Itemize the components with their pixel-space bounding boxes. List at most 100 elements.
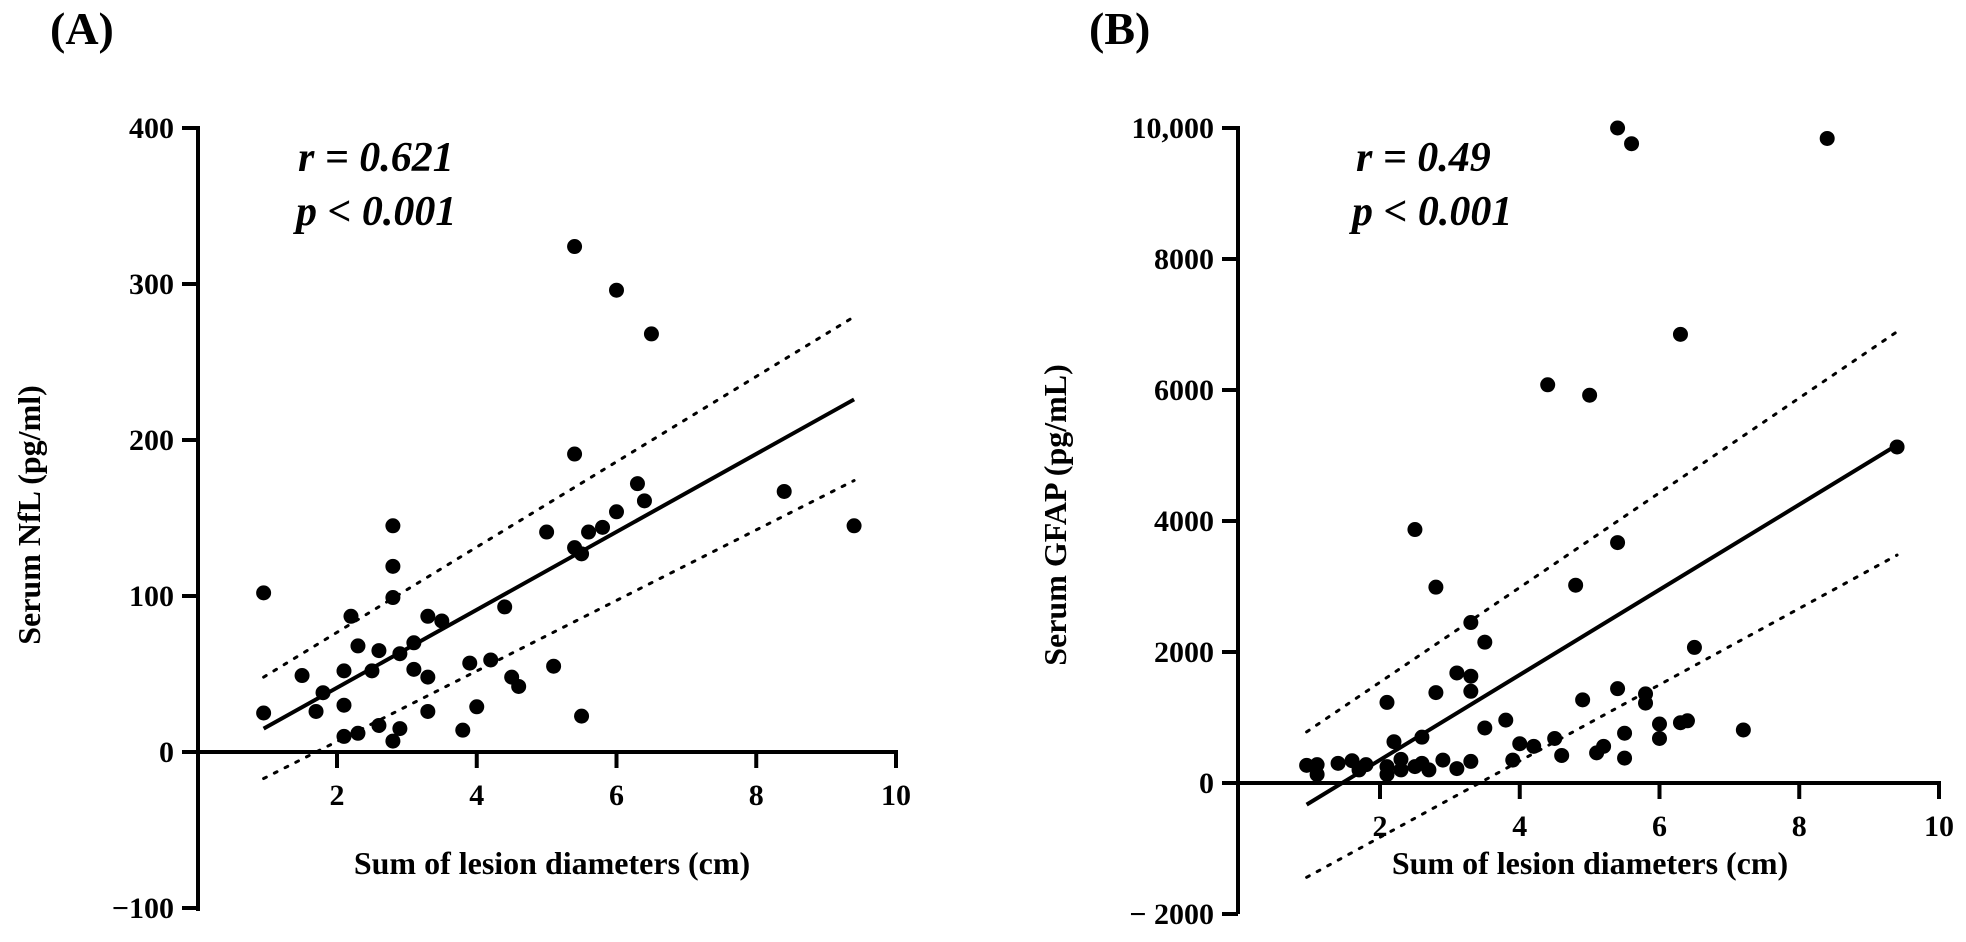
panel-b-data-point	[1498, 712, 1514, 728]
panel-a-y-tick-label: 300	[129, 268, 174, 301]
panel-a-data-point	[462, 655, 478, 671]
panel-a-x-tick-label: 8	[749, 779, 764, 812]
panel-a-data-point	[574, 546, 590, 562]
panel-b-data-point	[1449, 761, 1465, 777]
panel-b-data-point	[1393, 762, 1409, 778]
panel-b-data-point	[1526, 738, 1542, 754]
panel-a-data-point	[595, 519, 611, 535]
panel-b-r-value: r = 0.49	[1356, 135, 1491, 181]
panel-b-data-point	[1679, 713, 1695, 729]
panel-a-data-point	[343, 608, 359, 624]
panel-a-data-point	[371, 717, 387, 733]
panel-a-data-point	[315, 685, 331, 701]
panel-a-y-tick-label: −100	[112, 892, 174, 925]
panel-a-data-point	[574, 708, 590, 724]
panel-a-data-point	[511, 678, 527, 694]
panel-b-data-point	[1463, 753, 1479, 769]
panel-a-data-point	[294, 668, 310, 684]
panel-b-x-axis-title: Sum of lesion diameters (cm)	[1392, 845, 1788, 881]
panel-a-x-tick-label: 6	[609, 779, 624, 812]
panel-b-data-point	[1379, 694, 1395, 710]
panel-b-data-point	[1652, 730, 1667, 746]
panel-a-data-point	[846, 518, 862, 534]
panel-b-x-tick-label: 4	[1512, 810, 1527, 843]
panel-b-data-point	[1617, 725, 1633, 741]
panel-a-data-point	[256, 585, 272, 601]
panel-b-data-point	[1596, 738, 1612, 754]
panel-b-y-tick-label: 8000	[1154, 243, 1214, 276]
panel-a-data-point	[406, 661, 422, 677]
panel-b-data-point	[1477, 634, 1493, 650]
panel-b-y-tick-label: 10,000	[1132, 112, 1215, 145]
panel-a-data-point	[392, 721, 408, 737]
panel-b-x-tick-label: 10	[1924, 810, 1954, 843]
panel-b-data-point	[1610, 535, 1626, 551]
panel-a-fit-line	[262, 397, 856, 731]
panel-a-y-tick-label: 100	[129, 580, 174, 613]
panel-a-ticks: −100 0 100 200 300 400 2 4 6 8 10	[112, 112, 911, 925]
panel-a-p-value: p < 0.001	[293, 189, 456, 235]
panel-b-data-point	[1435, 752, 1451, 768]
panel-b-gfap-scatter: (B) r = 0.49 p < 0.001 Serum GFAP (pg/mL…	[1037, 3, 1954, 931]
panel-b-data-point	[1819, 130, 1835, 146]
panel-a-y-tick-label: 0	[159, 736, 174, 769]
panel-b-y-axis-title: Serum GFAP (pg/mL)	[1037, 364, 1073, 666]
panel-a-data-point	[336, 663, 352, 679]
panel-a-axes	[196, 126, 898, 911]
panel-a-y-tick-label: 400	[129, 112, 174, 145]
panel-b-data-point	[1575, 692, 1591, 708]
panel-b-data-point	[1330, 755, 1346, 771]
panel-b-data-point	[1624, 136, 1640, 152]
panel-a-data-point	[629, 476, 645, 492]
panel-b-data-point	[1379, 766, 1395, 782]
panel-a-data-point	[406, 635, 422, 651]
panel-b-data-point	[1407, 522, 1423, 538]
panel-b-data-point	[1358, 757, 1374, 773]
panel-a-data-point	[392, 646, 408, 662]
panel-b-data-point	[1463, 668, 1479, 684]
panel-a-ci-upper-line	[262, 315, 856, 679]
panel-a-y-tick-label: 200	[129, 424, 174, 457]
panel-b-regression	[1305, 330, 1899, 879]
panel-a-data-point	[609, 504, 624, 520]
panel-b-data-point	[1554, 747, 1570, 763]
panel-b-data-point	[1449, 665, 1465, 681]
panel-b-data-point	[1735, 722, 1751, 738]
panel-a-label: (A)	[50, 3, 114, 54]
panel-a-data-point	[420, 669, 436, 685]
panel-a-data-point	[364, 663, 380, 679]
panel-b-y-tick-label: 6000	[1154, 374, 1214, 407]
panel-a-data-point	[539, 524, 555, 540]
panel-b-data-point	[1393, 751, 1409, 767]
panel-b-data-point	[1463, 683, 1479, 699]
panel-a-data-point	[455, 722, 471, 738]
panel-a-data-point	[567, 239, 583, 255]
panel-b-data-point	[1547, 730, 1563, 746]
panel-a-data-point	[636, 493, 652, 509]
panel-b-data-point	[1540, 377, 1556, 393]
panel-b-data-point	[1421, 762, 1437, 778]
panel-a-data-point	[434, 613, 450, 629]
panel-b-data-point	[1414, 729, 1430, 745]
panel-b-data-point	[1686, 639, 1702, 655]
panel-a-data-point	[497, 599, 513, 615]
panel-b-data-point	[1428, 685, 1444, 701]
panel-a-data-point	[483, 652, 499, 668]
panel-a-data-point	[776, 483, 792, 499]
panel-b-ci-upper-line	[1305, 330, 1899, 734]
panel-a-data-point	[350, 725, 366, 741]
panel-a-data-point	[469, 699, 485, 715]
panel-a-data-point	[385, 733, 401, 749]
panel-a-data-point	[643, 326, 659, 342]
panel-b-y-tick-label: − 2000	[1129, 898, 1214, 931]
panel-b-y-tick-label: 4000	[1154, 505, 1214, 538]
panel-b-data-point	[1672, 326, 1688, 342]
panel-b-p-value: p < 0.001	[1349, 189, 1512, 235]
panel-a-x-tick-label: 10	[881, 779, 911, 812]
panel-b-data-point	[1610, 120, 1626, 136]
panel-a-data-point	[308, 703, 324, 719]
panel-b-x-tick-label: 6	[1652, 810, 1667, 843]
panel-a-data-point	[385, 518, 401, 534]
